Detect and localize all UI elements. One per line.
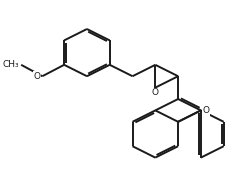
Text: CH₃: CH₃ (3, 60, 19, 69)
Text: O: O (203, 106, 210, 115)
Text: O: O (152, 88, 159, 97)
Text: O: O (34, 72, 41, 81)
